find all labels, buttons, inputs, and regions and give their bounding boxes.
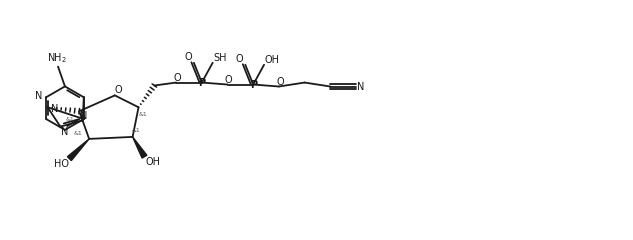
Text: O: O [276,77,284,87]
Text: &1: &1 [139,112,148,117]
Text: P: P [198,78,205,88]
Text: &1: &1 [131,128,140,133]
Text: &1: &1 [74,132,83,137]
Text: N: N [35,91,42,101]
Text: N: N [51,104,58,114]
Text: N: N [80,112,87,121]
Text: O: O [184,52,192,62]
Polygon shape [67,139,89,161]
Text: NH$_2$: NH$_2$ [47,51,67,65]
Text: O: O [235,54,243,64]
Text: HO: HO [54,159,69,168]
Text: O: O [173,73,181,83]
Text: O: O [115,85,123,96]
Text: &1: &1 [66,117,75,122]
Text: N: N [61,127,68,137]
Text: P: P [249,79,257,90]
Text: OH: OH [146,157,161,167]
Text: N: N [357,82,365,91]
Polygon shape [132,137,147,158]
Text: O: O [225,75,232,84]
Text: OH: OH [265,55,280,65]
Text: SH: SH [214,53,227,63]
